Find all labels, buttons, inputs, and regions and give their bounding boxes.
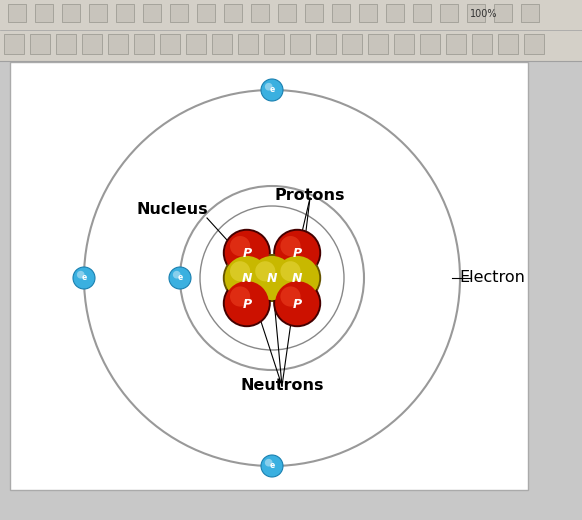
Bar — [134, 34, 154, 54]
Circle shape — [248, 254, 296, 302]
Bar — [472, 34, 492, 54]
Text: e: e — [269, 462, 275, 471]
Bar — [10, 62, 528, 490]
Circle shape — [73, 267, 95, 289]
Circle shape — [77, 271, 84, 279]
Circle shape — [273, 254, 321, 302]
Bar — [160, 34, 180, 54]
Bar — [30, 34, 50, 54]
Bar — [420, 34, 440, 54]
Text: N: N — [292, 272, 303, 285]
Bar — [368, 34, 388, 54]
Text: e: e — [178, 274, 183, 282]
Text: e: e — [81, 274, 87, 282]
Circle shape — [281, 236, 300, 256]
Bar — [332, 4, 350, 22]
Circle shape — [223, 229, 271, 277]
Text: P: P — [242, 297, 251, 310]
Circle shape — [225, 256, 269, 300]
Bar — [386, 4, 404, 22]
Bar — [212, 34, 232, 54]
Circle shape — [273, 229, 321, 277]
Circle shape — [281, 261, 300, 281]
Bar — [413, 4, 431, 22]
Circle shape — [169, 267, 191, 289]
Circle shape — [223, 254, 271, 302]
Bar — [290, 34, 310, 54]
Circle shape — [225, 281, 269, 326]
Circle shape — [275, 256, 320, 300]
Bar — [251, 4, 269, 22]
Circle shape — [261, 79, 283, 101]
Bar — [197, 4, 215, 22]
Bar — [359, 4, 377, 22]
Circle shape — [265, 459, 272, 466]
Bar — [56, 34, 76, 54]
Text: Electron: Electron — [459, 270, 525, 285]
Bar — [89, 4, 107, 22]
Bar — [342, 34, 362, 54]
Circle shape — [230, 261, 250, 281]
Bar — [82, 34, 102, 54]
Text: Protons: Protons — [275, 188, 345, 203]
Circle shape — [223, 279, 271, 327]
Circle shape — [225, 231, 269, 275]
Bar — [278, 4, 296, 22]
Bar — [264, 34, 284, 54]
Circle shape — [273, 279, 321, 327]
Bar — [108, 34, 128, 54]
Circle shape — [230, 287, 250, 307]
Text: Nucleus: Nucleus — [136, 202, 208, 217]
Bar — [224, 4, 242, 22]
Text: e: e — [269, 85, 275, 95]
Text: P: P — [293, 248, 301, 261]
Bar — [394, 34, 414, 54]
Circle shape — [230, 236, 250, 256]
Text: P: P — [242, 248, 251, 261]
Bar — [521, 4, 539, 22]
Bar — [305, 4, 323, 22]
Bar — [440, 4, 458, 22]
Bar — [116, 4, 134, 22]
Circle shape — [261, 455, 283, 477]
Bar — [524, 34, 544, 54]
Bar — [186, 34, 206, 54]
Bar — [35, 4, 53, 22]
Bar — [446, 34, 466, 54]
Bar — [316, 34, 336, 54]
Circle shape — [255, 261, 275, 281]
Bar — [170, 4, 188, 22]
Text: N: N — [267, 272, 277, 285]
Bar — [0, 0, 582, 62]
Circle shape — [173, 271, 180, 279]
Circle shape — [265, 83, 272, 90]
Text: P: P — [293, 297, 301, 310]
Bar — [4, 34, 24, 54]
Circle shape — [281, 287, 300, 307]
Bar — [498, 34, 518, 54]
Circle shape — [250, 256, 294, 300]
Bar — [62, 4, 80, 22]
Circle shape — [275, 231, 320, 275]
Bar — [467, 4, 485, 22]
Bar — [494, 4, 512, 22]
Bar — [143, 4, 161, 22]
Text: Neutrons: Neutrons — [240, 379, 324, 394]
Text: 100%: 100% — [470, 9, 498, 19]
Circle shape — [275, 281, 320, 326]
Bar — [8, 4, 26, 22]
Bar — [238, 34, 258, 54]
Text: N: N — [242, 272, 252, 285]
